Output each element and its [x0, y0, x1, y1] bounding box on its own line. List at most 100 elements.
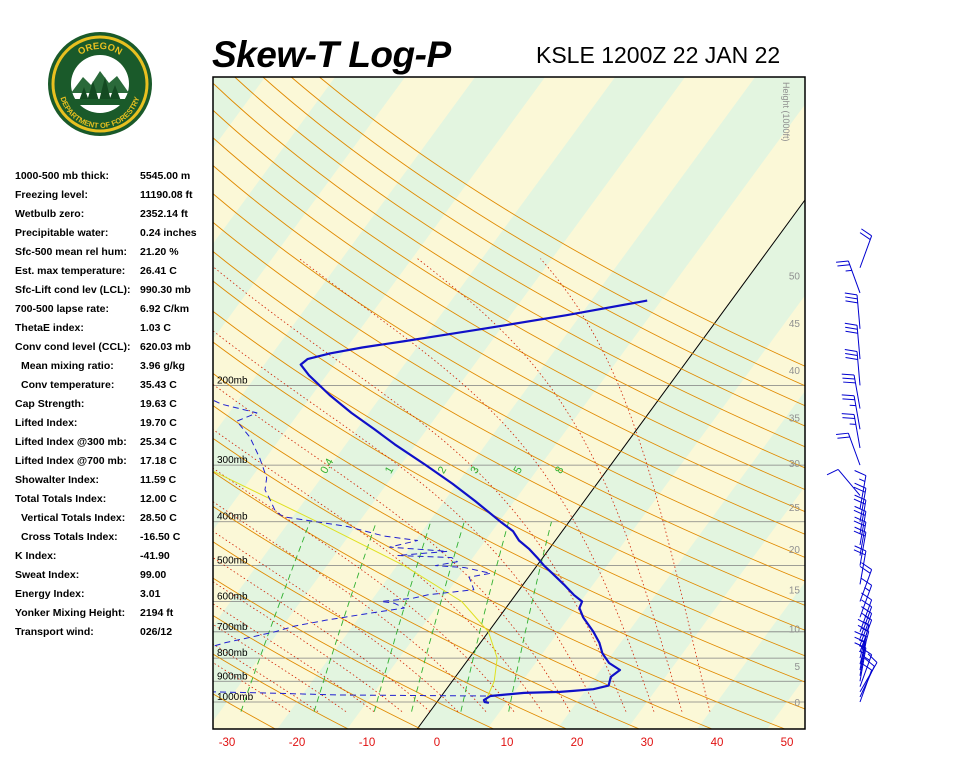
moist-adiabat [213, 581, 403, 712]
mixing-ratio-label: 2 [436, 465, 449, 476]
wind-barb-staff [837, 469, 861, 496]
x-tick-label: -10 [359, 737, 376, 749]
wind-barb [841, 373, 861, 409]
stat-label: 1000-500 mb thick: [15, 170, 109, 182]
wind-barb-staff [859, 550, 867, 585]
stat-label: Yonker Mixing Height: [15, 607, 126, 619]
dry-adiabat [213, 310, 805, 631]
stat-label: Conv cond level (CCL): [15, 341, 131, 353]
height-tick-label: 30 [789, 459, 801, 470]
wind-barb-flag [836, 260, 849, 263]
dry-adiabat [213, 193, 805, 535]
mixing-ratio-label: 1 [383, 465, 396, 476]
wind-barb [853, 482, 867, 522]
height-tick-label: 40 [789, 366, 801, 377]
stat-row: Lifted Index: 19.70 C [15, 414, 205, 433]
height-axis-label: Height (1000ft) [781, 82, 791, 142]
dry-adiabat [213, 109, 805, 469]
wind-barb-staff [856, 351, 861, 386]
x-tick-label: 50 [781, 737, 794, 749]
stat-row: Sfc-500 mean rel hum: 21.20 % [15, 243, 205, 262]
wind-barb-half [861, 627, 868, 632]
x-tick-label: 10 [501, 737, 514, 749]
wind-barb-staff [856, 294, 861, 329]
dry-adiabat [319, 77, 805, 367]
stat-value: 17.18 C [140, 455, 177, 467]
wind-barb-flag [859, 232, 871, 240]
wind-barb [859, 647, 873, 687]
height-tick-label: 20 [789, 545, 801, 556]
stat-row: Mean mixing ratio: 3.96 g/kg [15, 357, 205, 376]
height-tick-label: 45 [789, 319, 801, 330]
oregon-forestry-logo: OREGON DEPARTMENT OF FORESTRY [48, 32, 152, 136]
dry-adiabat [213, 250, 805, 582]
stat-label: Sfc-500 mean rel hum: [15, 246, 128, 258]
stat-row: Total Totals Index: 12.00 C [15, 490, 205, 509]
wind-barb-flag [837, 436, 850, 439]
height-tick-label: 25 [789, 503, 801, 514]
stat-value: 1.03 C [140, 322, 171, 334]
stat-row: 700-500 lapse rate: 6.92 C/km [15, 300, 205, 319]
wind-barb-flag [844, 349, 858, 352]
wind-barb-staff [859, 500, 867, 534]
stat-label: Total Totals Index: [15, 493, 107, 505]
dry-adiabat [213, 280, 805, 606]
wind-barb [853, 545, 867, 585]
dry-adiabat [213, 341, 805, 657]
stat-row: Sweat Index: 99.00 [15, 566, 205, 585]
wind-barb-flag [845, 300, 858, 304]
stat-label: Cross Totals Index: [21, 531, 118, 543]
wind-barb-flag [845, 326, 858, 330]
wind-barb-flag [842, 417, 855, 419]
stat-value: 2194 ft [140, 607, 174, 619]
height-tick-label: 0 [794, 698, 800, 709]
wind-barb-flag [853, 549, 866, 556]
stat-label: Vertical Totals Index: [21, 512, 126, 524]
stat-label: Conv temperature: [21, 379, 115, 391]
dry-adiabat [213, 82, 805, 448]
isobar-label: 200mb [217, 375, 248, 386]
x-tick-label: 30 [641, 737, 654, 749]
stat-label: Mean mixing ratio: [21, 360, 114, 372]
stat-label: Lifted Index @700 mb: [15, 455, 127, 467]
parcel-profile [213, 471, 498, 704]
wind-barb-half [845, 269, 852, 272]
wind-barb [836, 432, 861, 466]
dry-adiabat [213, 541, 567, 729]
stat-value: -16.50 C [140, 531, 181, 543]
wind-barb-flag [864, 658, 875, 667]
stat-label: Precipitable water: [15, 227, 109, 239]
mixing-ratio-lines [240, 521, 552, 712]
stat-row: 1000-500 mb thick: 5545.00 m [15, 167, 205, 186]
wind-barb-staff [859, 606, 873, 639]
wind-barb [841, 394, 861, 430]
isobar-label: 600mb [217, 592, 248, 603]
isobar-label: 500mb [217, 556, 248, 567]
wind-barb-flag [845, 353, 858, 356]
wind-barb-half [861, 633, 868, 638]
stat-value: 3.96 g/kg [140, 360, 185, 372]
stat-value: 2352.14 ft [140, 208, 188, 220]
moist-adiabat [213, 623, 347, 712]
stat-label: Est. max temperature: [15, 265, 126, 277]
height-tick-label: 50 [789, 272, 801, 283]
stats-panel: 1000-500 mb thick: 5545.00 m Freezing lev… [15, 167, 205, 642]
wind-barb-flag [861, 562, 872, 570]
height-tick-label: 35 [789, 413, 801, 424]
wind-barb-flag [844, 292, 858, 296]
wind-barb [841, 413, 861, 449]
wind-barb-flag [845, 296, 858, 300]
wind-barb-flag [859, 565, 871, 574]
wind-barb [859, 228, 873, 268]
mixing-ratio-label: 5 [512, 465, 525, 476]
stat-label: Sfc-Lift cond lev (LCL): [15, 284, 131, 296]
wind-barb-staff [853, 395, 861, 430]
stat-row: Cross Totals Index: -16.50 C [15, 528, 205, 547]
wind-barb [844, 292, 861, 329]
wind-barb-flag [841, 413, 855, 416]
wind-barb [844, 349, 861, 386]
isotherm-band [697, 581, 805, 729]
stat-row: Sfc-Lift cond lev (LCL): 990.30 mb [15, 281, 205, 300]
wind-barb-flag [861, 228, 872, 237]
isotherm-band [0, 77, 125, 729]
